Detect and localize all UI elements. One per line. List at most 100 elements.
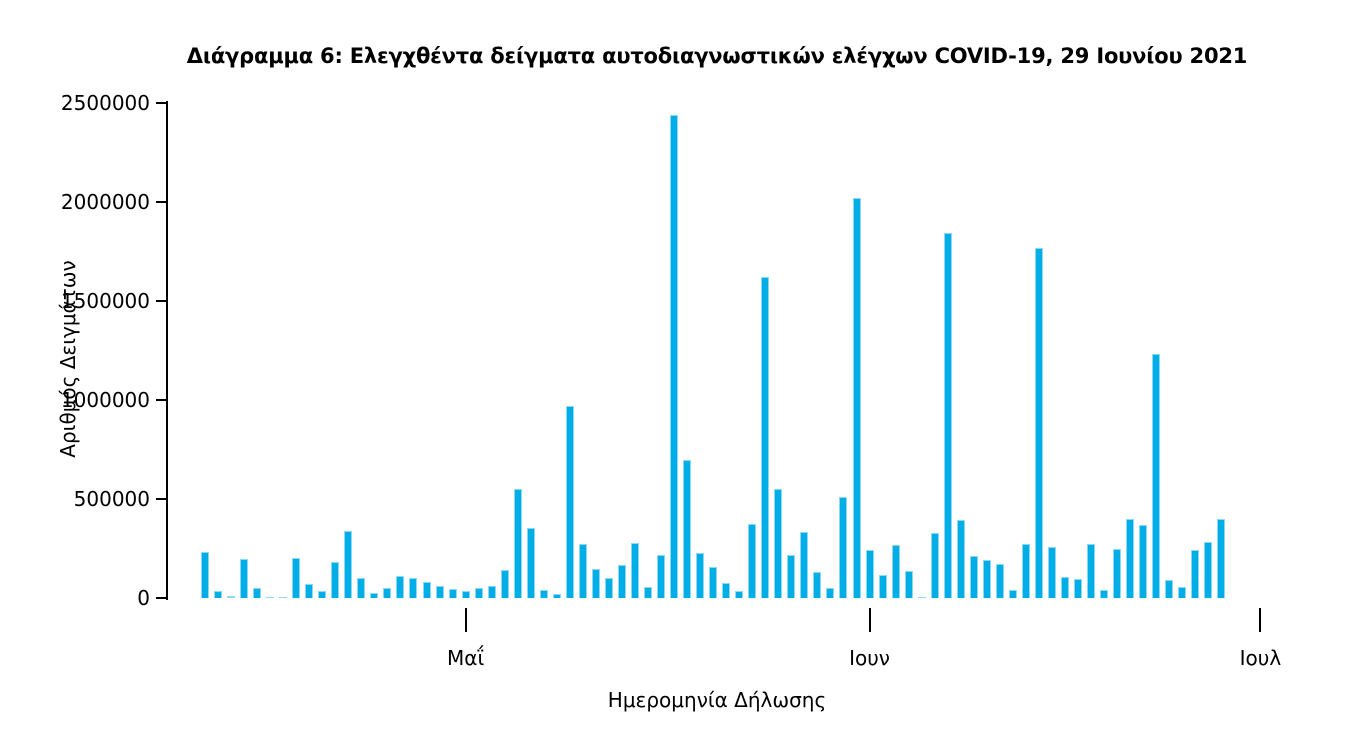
y-tick xyxy=(156,102,167,104)
x-tick xyxy=(868,608,871,632)
bar xyxy=(800,532,809,598)
y-tick-label: 1000000 xyxy=(60,388,150,412)
chart-title: Διάγραμμα 6: Ελεγχθέντα δείγματα αυτοδια… xyxy=(186,44,1248,68)
y-tick xyxy=(156,597,167,599)
y-tick xyxy=(156,201,167,203)
bar xyxy=(1008,590,1017,598)
bar xyxy=(735,591,744,598)
x-tick xyxy=(464,608,467,632)
bar xyxy=(383,588,392,598)
bar xyxy=(435,586,444,598)
bar xyxy=(370,593,379,598)
bar xyxy=(930,533,939,598)
bar xyxy=(305,584,314,598)
bar xyxy=(253,588,262,598)
bar xyxy=(578,544,587,598)
bar xyxy=(774,489,783,598)
bar xyxy=(487,586,496,598)
bar xyxy=(826,588,835,598)
y-tick xyxy=(156,399,167,401)
bar xyxy=(617,565,626,598)
bar xyxy=(722,583,731,598)
x-tick-label: Ιουλ xyxy=(1239,646,1282,670)
bar xyxy=(644,587,653,598)
bar xyxy=(683,460,692,598)
bar xyxy=(852,198,861,598)
bar xyxy=(1139,525,1148,598)
bar xyxy=(357,578,366,598)
bar xyxy=(761,277,770,598)
bar xyxy=(748,524,757,598)
x-axis-label: Ημερομηνία Δήλωσης xyxy=(607,688,827,712)
y-tick-label: 500000 xyxy=(73,487,150,511)
bar xyxy=(1034,248,1043,598)
bar xyxy=(266,597,275,598)
bar xyxy=(1100,590,1109,598)
bar xyxy=(1021,544,1030,598)
bar xyxy=(657,555,666,598)
bar xyxy=(227,596,236,598)
bar xyxy=(813,572,822,598)
y-tick-label: 2000000 xyxy=(60,190,150,214)
bar xyxy=(904,571,913,598)
bar xyxy=(409,578,418,598)
bar xyxy=(1204,542,1213,598)
bar xyxy=(943,233,952,598)
bar xyxy=(917,597,926,598)
bar xyxy=(539,590,548,598)
bar xyxy=(709,567,718,598)
bar xyxy=(982,560,991,598)
y-tick xyxy=(156,300,167,302)
bar xyxy=(552,594,561,598)
bar xyxy=(878,575,887,598)
bar xyxy=(448,589,457,598)
x-tick-label: Ιουν xyxy=(849,646,890,670)
bar xyxy=(969,556,978,598)
bar xyxy=(956,520,965,598)
bar xyxy=(1060,577,1069,598)
bar xyxy=(474,588,483,598)
bar xyxy=(1217,519,1226,598)
bar xyxy=(630,543,639,598)
y-axis-line xyxy=(166,101,168,600)
bar xyxy=(526,528,535,598)
bar xyxy=(1113,549,1122,598)
bar xyxy=(604,578,613,598)
bar xyxy=(1165,580,1174,598)
bar xyxy=(292,558,301,598)
bar xyxy=(240,559,249,598)
bar xyxy=(565,406,574,598)
bar xyxy=(279,597,288,598)
bar xyxy=(214,591,223,598)
bar xyxy=(1087,544,1096,598)
bar xyxy=(461,591,470,598)
y-tick-label: 0 xyxy=(137,586,150,610)
bar xyxy=(865,550,874,598)
bar xyxy=(318,591,327,598)
bar xyxy=(396,576,405,598)
x-tick xyxy=(1259,608,1262,632)
bar xyxy=(331,562,340,598)
bar xyxy=(839,497,848,598)
bar xyxy=(1126,519,1135,598)
bar xyxy=(787,555,796,598)
bar xyxy=(344,531,353,598)
bar xyxy=(1047,547,1056,598)
y-tick-label: 1500000 xyxy=(60,289,150,313)
y-tick xyxy=(156,498,167,500)
bar xyxy=(201,552,209,598)
x-tick-label: Μαΐ xyxy=(446,646,485,670)
bar xyxy=(1152,354,1161,598)
y-tick-label: 2500000 xyxy=(60,91,150,115)
bar xyxy=(500,570,509,598)
bar xyxy=(995,564,1004,598)
bar xyxy=(513,489,522,598)
bar xyxy=(696,553,705,598)
bar xyxy=(1074,579,1082,598)
bar xyxy=(1191,550,1200,598)
bar xyxy=(891,545,900,598)
bar xyxy=(670,115,679,598)
bar xyxy=(1178,587,1187,598)
